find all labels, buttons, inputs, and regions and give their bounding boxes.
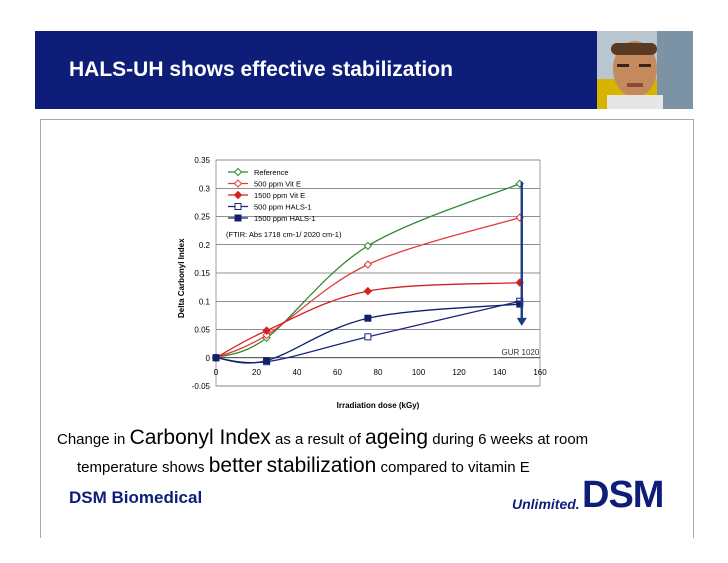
x-tick-label: 100	[412, 368, 426, 377]
ftir-annotation: (FTIR: Abs 1718 cm-1/ 2020 cm-1)	[226, 230, 342, 239]
data-point	[363, 241, 373, 251]
arrow-head	[516, 317, 527, 326]
content-frame	[40, 119, 694, 538]
caption-segment: temperature shows	[77, 459, 209, 476]
x-tick-label: 120	[452, 368, 466, 377]
y-tick-label: 0.1	[199, 297, 211, 306]
data-point	[363, 260, 373, 269]
caption-segment: stabilization	[266, 454, 377, 477]
legend-label: 500 ppm HALS-1	[254, 203, 312, 212]
x-tick-label: 60	[333, 368, 342, 377]
caption-line-1: Change in Carbonyl Index as a result of …	[57, 426, 588, 450]
y-tick-label: 0.35	[194, 156, 210, 165]
plot-area	[215, 159, 541, 387]
legend-label: 1500 ppm Vit E	[254, 191, 305, 200]
gur-1020-label: GUR 1020	[502, 348, 540, 357]
improvement-arrow	[516, 181, 527, 326]
x-tick-label: 140	[493, 368, 507, 377]
footer-dsm-biomedical: DSM Biomedical	[69, 488, 203, 507]
legend-marker	[233, 167, 243, 177]
series-line	[215, 281, 520, 359]
caption-segment: compared to vitamin E	[376, 459, 530, 476]
caption-segment: Change in	[57, 431, 130, 448]
x-tick-label: 80	[374, 368, 383, 377]
data-point	[364, 314, 372, 322]
data-point	[363, 286, 373, 296]
legend-marker	[234, 214, 242, 222]
caption-segment: during 6 weeks at room	[428, 431, 589, 448]
data-point	[262, 330, 271, 340]
series-500-ppm-hals-1	[212, 297, 524, 366]
caption-segment: as a result of	[270, 431, 366, 448]
data-point	[212, 354, 220, 362]
y-tick-labels: -0.05 0 0.05 0.1 0.15 0.2 0.25 0.3 0.35	[192, 156, 211, 391]
y-tick-label: 0.25	[194, 213, 210, 222]
y-tick-label: 0.2	[199, 241, 211, 250]
tagline-unlimited: Unlimited.	[512, 496, 580, 512]
x-tick-label: 160	[533, 368, 547, 377]
series-line	[215, 217, 520, 359]
caption-segment: ageing	[365, 426, 429, 449]
chart-legend: Reference 500 ppm Vit E 1500 ppm Vit E 500 …	[228, 167, 316, 223]
legend-label: 1500 ppm HALS-1	[254, 214, 316, 223]
y-tick-label: 0	[206, 354, 211, 363]
series-line	[215, 303, 520, 364]
title-bar	[35, 31, 693, 109]
legend-label: Reference	[254, 168, 289, 177]
caption-segment: better	[208, 454, 263, 477]
legend-label: 500 ppm Vit E	[254, 180, 301, 189]
caption-line-2: temperature shows better stabilization c…	[77, 454, 530, 478]
series-lines	[211, 179, 524, 366]
data-point	[364, 333, 372, 341]
series-line	[215, 183, 520, 359]
data-point	[262, 326, 271, 335]
x-tick-label: 0	[214, 368, 219, 377]
series-1500-ppm-hals-1	[212, 300, 524, 365]
caption-segment: Carbonyl Index	[129, 426, 271, 449]
data-point	[263, 357, 271, 365]
legend-marker	[233, 179, 243, 188]
y-tick-label: 0.3	[199, 184, 211, 193]
x-tick-label: 20	[252, 368, 261, 377]
y-tick-label: -0.05	[192, 382, 211, 391]
y-tick-label: 0.15	[194, 269, 210, 278]
portrait-photo	[597, 31, 693, 109]
legend-marker	[234, 203, 242, 210]
x-axis-label: Irradiation dose (kGy)	[337, 401, 420, 410]
slide-title: HALS-UH shows effective stabilization	[69, 58, 453, 81]
y-axis-label: Delta Carbonyl Index	[177, 238, 186, 318]
series-line	[215, 300, 520, 364]
legend-marker	[233, 190, 243, 200]
dsm-logo: DSM	[582, 474, 664, 516]
x-tick-labels: 0 20 40 60 80 100 120 140 160	[214, 368, 547, 377]
y-tick-label: 0.05	[194, 326, 210, 335]
x-tick-label: 40	[293, 368, 302, 377]
